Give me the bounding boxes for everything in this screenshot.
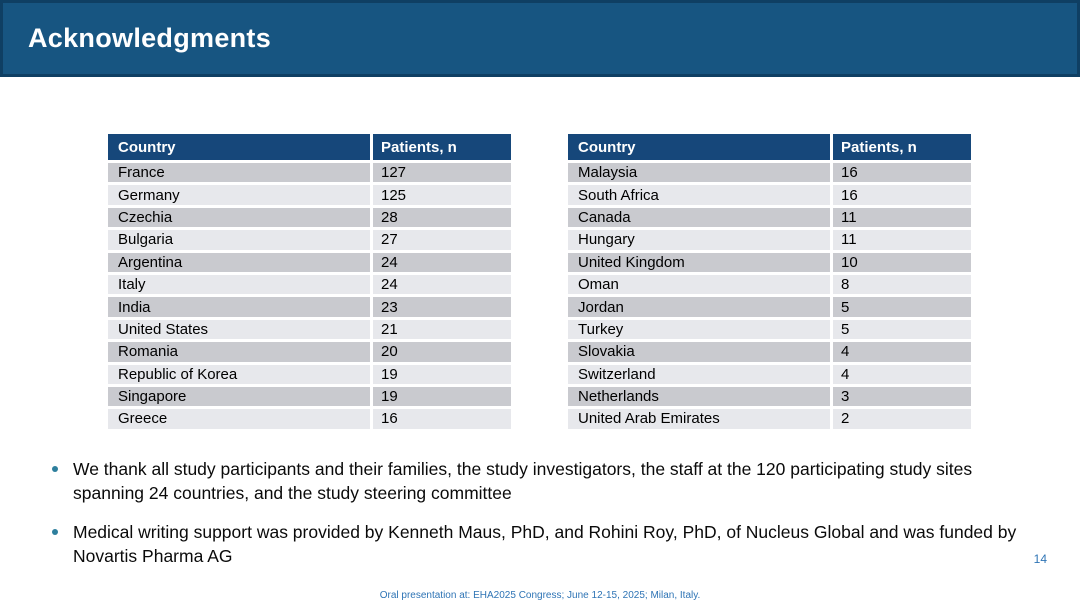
- bullet-list: We thank all study participants and thei…: [52, 457, 1027, 583]
- page-title: Acknowledgments: [28, 23, 272, 53]
- bullet-text: We thank all study participants and thei…: [73, 459, 973, 503]
- page-number: 14: [1033, 552, 1047, 566]
- country-cell: Slovakia: [568, 342, 830, 362]
- table-row: United Kingdom 10: [568, 252, 971, 272]
- table-row: Netherlands 3: [568, 386, 971, 407]
- country-cell: Oman: [568, 274, 830, 295]
- table-row: Switzerland 4: [568, 364, 971, 384]
- table-row: India 23: [108, 297, 511, 317]
- country-cell: Turkey: [568, 319, 830, 340]
- table-row: Republic of Korea 19: [108, 364, 511, 384]
- bullet-icon: [52, 529, 58, 535]
- country-cell: South Africa: [568, 185, 830, 205]
- table-row: Jordan 5: [568, 297, 971, 317]
- table-row: Czechia 28: [108, 207, 511, 228]
- table-row: Slovakia 4: [568, 342, 971, 362]
- country-cell: Switzerland: [568, 364, 830, 384]
- list-item: Medical writing support was provided by …: [52, 520, 1027, 568]
- country-cell: United States: [108, 319, 370, 340]
- country-cell: Hungary: [568, 230, 830, 250]
- country-cell: Jordan: [568, 297, 830, 317]
- patients-cell: 11: [833, 207, 971, 228]
- patients-cell: 23: [373, 297, 511, 317]
- country-cell: Netherlands: [568, 386, 830, 407]
- bullet-icon: [52, 466, 58, 472]
- patients-cell: 10: [833, 252, 971, 272]
- column-header-country: Country: [108, 134, 370, 160]
- table-row: Oman 8: [568, 274, 971, 295]
- country-cell: India: [108, 297, 370, 317]
- table-row: Italy 24: [108, 274, 511, 295]
- country-cell: United Kingdom: [568, 252, 830, 272]
- patients-cell: 24: [373, 274, 511, 295]
- country-cell: Czechia: [108, 207, 370, 228]
- patients-cell: 5: [833, 297, 971, 317]
- table-row: Canada 11: [568, 207, 971, 228]
- patients-cell: 21: [373, 319, 511, 340]
- country-patients-table-right: Country Patients, n Malaysia 16 South Africa…: [568, 134, 971, 432]
- table-row: Turkey 5: [568, 319, 971, 340]
- column-header-country: Country: [568, 134, 830, 160]
- table-row: United States 21: [108, 319, 511, 340]
- table-row: Malaysia 16: [568, 163, 971, 183]
- country-cell: Romania: [108, 342, 370, 362]
- patients-cell: 4: [833, 342, 971, 362]
- table-header-row: Country Patients, n: [568, 134, 971, 160]
- country-cell: Bulgaria: [108, 230, 370, 250]
- country-cell: France: [108, 163, 370, 183]
- country-cell: Singapore: [108, 386, 370, 407]
- patients-cell: 19: [373, 364, 511, 384]
- citation-footer: Oral presentation at: EHA2025 Congress; …: [379, 590, 701, 601]
- table-row: Singapore 19: [108, 386, 511, 407]
- patients-cell: 3: [833, 386, 971, 407]
- patients-cell: 8: [833, 274, 971, 295]
- country-cell: United Arab Emirates: [568, 409, 830, 429]
- country-cell: Canada: [568, 207, 830, 228]
- country-cell: Germany: [108, 185, 370, 205]
- column-header-patients: Patients, n: [833, 134, 971, 160]
- country-patients-table-left: Country Patients, n France 127 Germany 125 Cze…: [108, 134, 511, 432]
- patients-cell: 16: [833, 163, 971, 183]
- column-header-patients: Patients, n: [373, 134, 511, 160]
- table-row: Romania 20: [108, 342, 511, 362]
- patients-cell: 16: [373, 409, 511, 429]
- patients-cell: 5: [833, 319, 971, 340]
- list-item: We thank all study participants and thei…: [52, 457, 1027, 505]
- table-row: France 127: [108, 163, 511, 183]
- patients-cell: 127: [373, 163, 511, 183]
- table-row: Greece 16: [108, 409, 511, 429]
- patients-cell: 2: [833, 409, 971, 429]
- country-cell: Republic of Korea: [108, 364, 370, 384]
- country-cell: Argentina: [108, 252, 370, 272]
- table-row: South Africa 16: [568, 185, 971, 205]
- table-row: Germany 125: [108, 185, 511, 205]
- patients-cell: 28: [373, 207, 511, 228]
- bullet-text: Medical writing support was provided by …: [73, 522, 1017, 566]
- patients-cell: 24: [373, 252, 511, 272]
- patients-cell: 16: [833, 185, 971, 205]
- patients-cell: 20: [373, 342, 511, 362]
- country-cell: Italy: [108, 274, 370, 295]
- patients-cell: 11: [833, 230, 971, 250]
- patients-cell: 125: [373, 185, 511, 205]
- table-row: Bulgaria 27: [108, 230, 511, 250]
- country-cell: Greece: [108, 409, 370, 429]
- table-header-row: Country Patients, n: [108, 134, 511, 160]
- slide-title-bar: Acknowledgments: [0, 0, 1080, 77]
- patients-cell: 4: [833, 364, 971, 384]
- table-row: Argentina 24: [108, 252, 511, 272]
- country-cell: Malaysia: [568, 163, 830, 183]
- patients-cell: 27: [373, 230, 511, 250]
- table-row: Hungary 11: [568, 230, 971, 250]
- table-row: United Arab Emirates 2: [568, 409, 971, 429]
- patients-cell: 19: [373, 386, 511, 407]
